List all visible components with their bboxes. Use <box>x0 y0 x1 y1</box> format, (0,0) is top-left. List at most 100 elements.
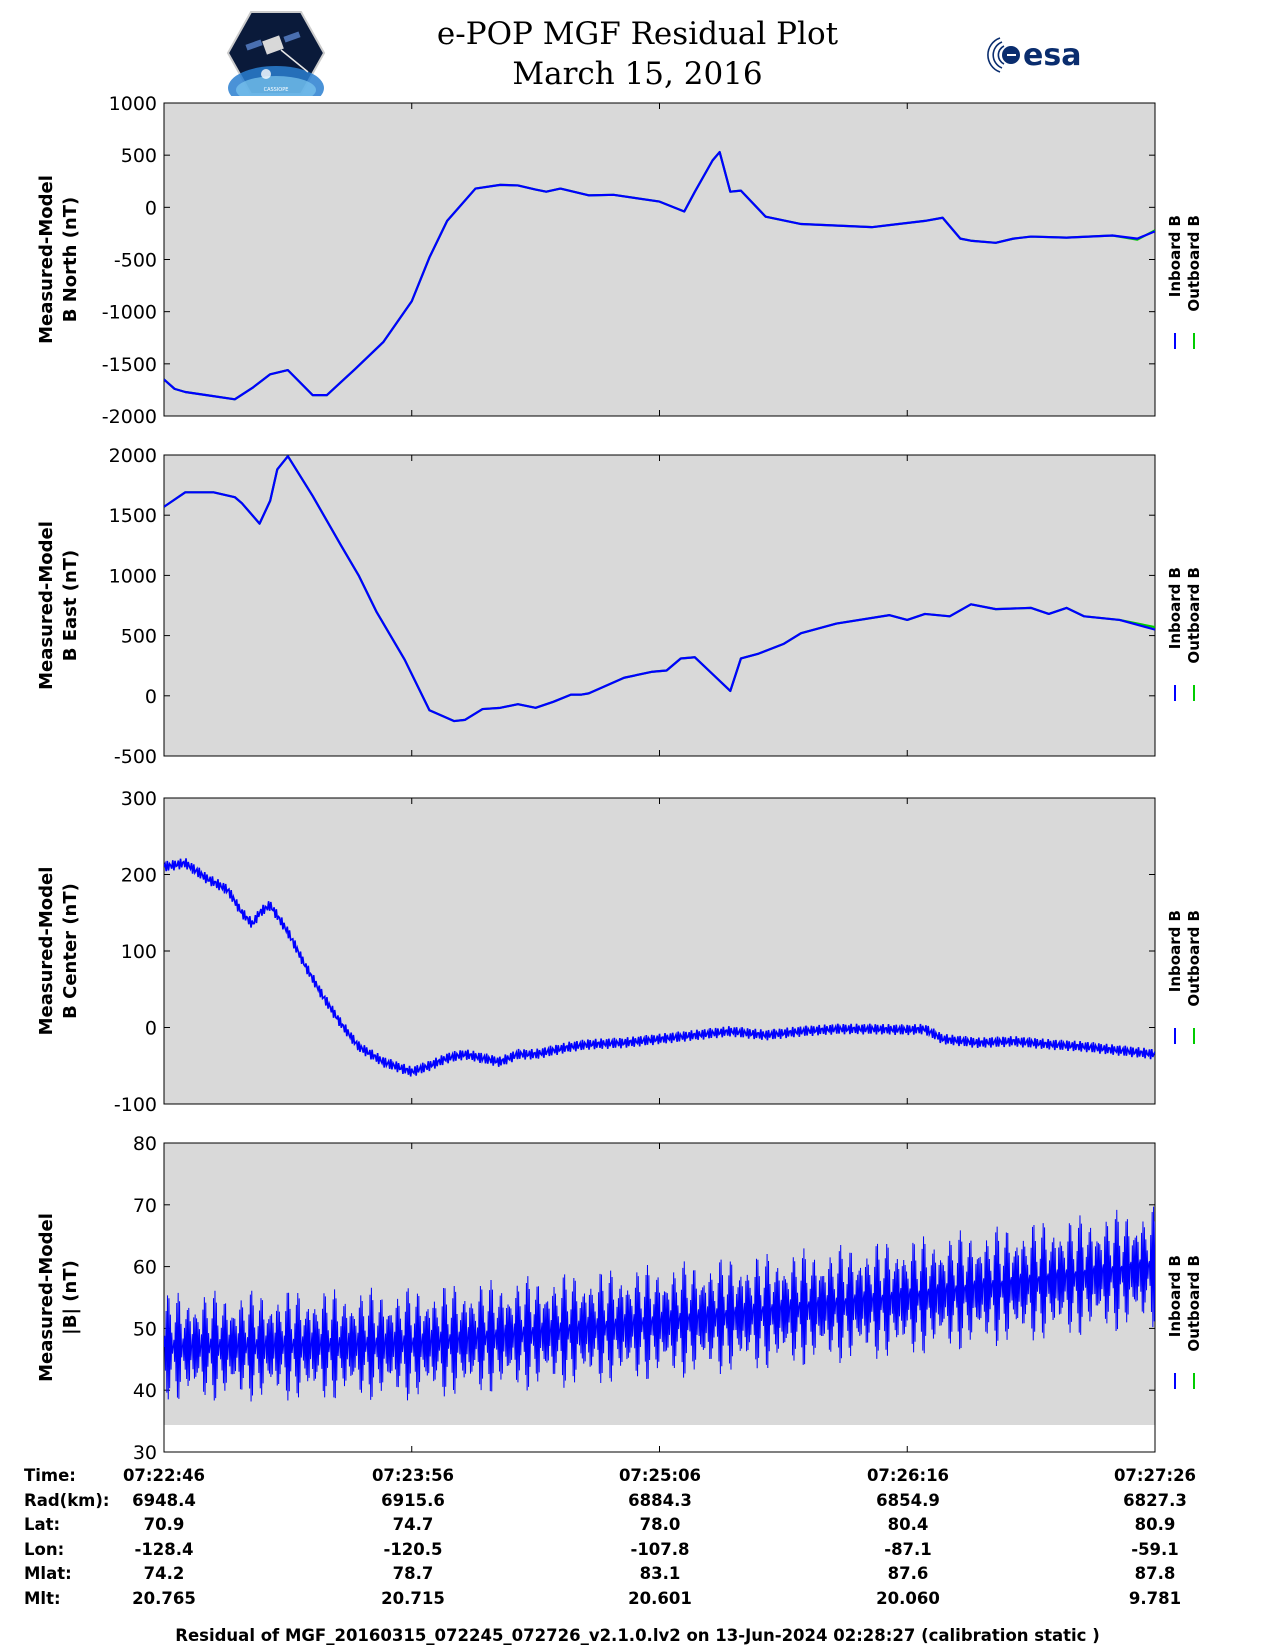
info-cell: 07:22:46 <box>122 1466 206 1485</box>
info-row-label: Mlat: <box>24 1564 72 1583</box>
info-cell: -120.5 <box>383 1539 443 1559</box>
series-line <box>164 858 1155 1077</box>
plot-area <box>164 455 1155 756</box>
y-tick-label: -1000 <box>102 302 157 324</box>
y-tick-label: 0 <box>145 686 157 708</box>
info-cell: 83.1 <box>639 1564 681 1583</box>
y-tick-label: -2000 <box>102 406 157 428</box>
y-axis-label: Measured-Model |B| (nT) <box>36 1213 81 1382</box>
y-tick-label: 40 <box>133 1380 157 1402</box>
info-cell: -87.1 <box>884 1539 932 1559</box>
info-cell: 20.715 <box>381 1588 445 1608</box>
legend-label: Outboard B <box>1185 910 1203 1007</box>
y-tick-label: 30 <box>133 1442 157 1460</box>
info-cell: 74.7 <box>392 1515 434 1534</box>
info-cell: -128.4 <box>134 1539 194 1559</box>
legend-label: Inboard B <box>1166 567 1184 649</box>
y-tick-label: 0 <box>145 1018 157 1040</box>
chart-date: March 15, 2016 <box>512 56 763 92</box>
y-axis-label-line: Measured-Model <box>36 1213 57 1382</box>
chart-panel-1: 1000 500 0 -500 -1000 -1500 -2000 Measured-Mode… <box>36 93 1203 428</box>
chart-panel-4: 80 70 60 50 40 30 Measured-Model |B| (nT) Inboar… <box>36 1133 1203 1460</box>
info-cell: 07:25:06 <box>618 1466 702 1485</box>
y-axis-label-line: B East (nT) <box>60 550 81 662</box>
info-cell: -59.1 <box>1131 1539 1179 1559</box>
residual-charts: 10005000-500-1000-1500-2000Measured-Mode… <box>36 93 1203 1460</box>
info-cell: 07:26:16 <box>866 1466 950 1485</box>
info-cell: 20.060 <box>876 1588 940 1608</box>
y-axis-label: Measured-Model B North (nT) <box>36 175 81 344</box>
y-tick-label: 500 <box>121 145 157 167</box>
info-row-label: Lat: <box>24 1515 61 1534</box>
chart-title: e-POP MGF Residual Plot <box>436 16 839 52</box>
info-cell: 6884.3 <box>628 1490 692 1510</box>
info-cell: 6915.6 <box>381 1490 445 1510</box>
info-cell: 78.0 <box>639 1515 681 1534</box>
series-line <box>164 455 1155 723</box>
y-tick-label: 1500 <box>109 505 157 527</box>
y-tick-label: 2000 <box>109 445 157 467</box>
series-group <box>164 858 1155 1077</box>
y-axis-label-line: B North (nT) <box>60 197 81 323</box>
info-cell: 20.765 <box>132 1588 196 1608</box>
esa-logo: esa <box>978 30 1098 80</box>
y-tick-label: 100 <box>121 941 157 963</box>
y-tick-label: -500 <box>114 250 157 272</box>
info-cell: 74.2 <box>143 1564 185 1583</box>
info-row-label: Rad(km): <box>24 1490 110 1510</box>
y-axis-label-line: Measured-Model <box>36 867 57 1036</box>
plot-area <box>164 798 1155 1104</box>
info-cell: 80.9 <box>1134 1515 1176 1534</box>
y-tick-label: 50 <box>133 1318 157 1340</box>
y-tick-label: 200 <box>121 865 157 887</box>
legend-label: Inboard B <box>1166 910 1184 992</box>
legend-label: Inboard B <box>1166 1255 1184 1337</box>
chart-title-block: e-POP MGF Residual Plot March 15, 2016 <box>0 14 1275 94</box>
y-tick-label: 60 <box>133 1257 157 1279</box>
series-group <box>164 455 1155 723</box>
y-tick-label: 70 <box>133 1195 157 1217</box>
legend-label: Inboard B <box>1166 215 1184 297</box>
y-tick-label: 1000 <box>109 93 157 115</box>
y-axis-label-line: Measured-Model <box>36 175 57 344</box>
plot-area <box>164 103 1155 416</box>
info-cell: 6854.9 <box>876 1490 940 1510</box>
info-cell: 20.601 <box>628 1588 692 1608</box>
info-cell: 80.4 <box>887 1515 929 1534</box>
esa-icon: esa <box>987 37 1081 73</box>
series-line <box>164 1206 1155 1402</box>
y-tick-label: -500 <box>114 746 157 768</box>
y-axis-label: Measured-Model B East (nT) <box>36 521 81 690</box>
series-line <box>164 150 1155 401</box>
info-cell: 87.6 <box>887 1564 929 1583</box>
y-tick-label: 1000 <box>109 565 157 587</box>
info-cell: 9.781 <box>1128 1588 1182 1608</box>
info-row-label: Lon: <box>24 1539 65 1559</box>
y-tick-label: 80 <box>133 1133 157 1155</box>
y-tick-label: -100 <box>114 1094 157 1116</box>
esa-logo-text: esa <box>1023 38 1081 73</box>
info-cell: 70.9 <box>143 1515 185 1534</box>
info-cell: 6827.3 <box>1123 1490 1187 1510</box>
info-cell: -107.8 <box>630 1539 690 1559</box>
info-cell: 87.8 <box>1134 1564 1176 1583</box>
y-tick-label: 500 <box>121 626 157 648</box>
y-axis-label-line: |B| (nT) <box>60 1260 81 1335</box>
info-row-label: Mlt: <box>24 1588 61 1608</box>
chart-panel-3: 300 200 100 0 -100 Measured-Model B Center (nT… <box>36 788 1203 1116</box>
legend-label: Outboard B <box>1185 1255 1203 1352</box>
y-axis-label: Measured-Model B Center (nT) <box>36 867 81 1036</box>
y-tick-label: 300 <box>121 788 157 810</box>
chart-panel-2: 2000 1500 1000 500 0 -500 Measured-Model B East… <box>36 445 1203 768</box>
cassiope-logo-text: CASSIOPE <box>264 87 289 93</box>
orbit-info-table: Time: Rad(km): Lat: Lon: Mlat: Mlt: 07:22:46 69… <box>0 1466 1275 1616</box>
y-axis-label-line: Measured-Model <box>36 521 57 690</box>
footer-caption: Residual of MGF_20160315_072245_072726_v… <box>175 1626 1100 1645</box>
info-cell: 07:27:26 <box>1113 1466 1197 1485</box>
info-row-label: Time: <box>24 1466 76 1485</box>
legend-label: Outboard B <box>1185 215 1203 312</box>
series-group <box>164 150 1155 401</box>
series-group <box>164 1206 1155 1402</box>
info-cell: 07:23:56 <box>371 1466 455 1485</box>
info-cell: 6948.4 <box>132 1490 196 1510</box>
